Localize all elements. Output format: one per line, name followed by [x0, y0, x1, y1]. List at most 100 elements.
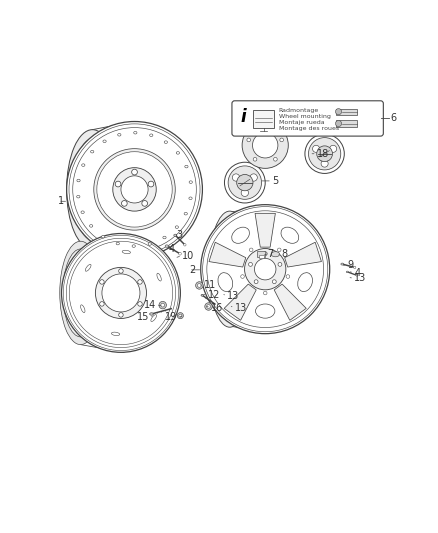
Ellipse shape	[185, 165, 188, 168]
Circle shape	[254, 259, 276, 280]
Circle shape	[97, 152, 172, 227]
Circle shape	[263, 126, 267, 130]
Circle shape	[198, 284, 201, 287]
Ellipse shape	[60, 241, 101, 345]
Circle shape	[241, 274, 244, 278]
Text: 16: 16	[211, 303, 223, 312]
Text: 19: 19	[166, 312, 178, 322]
Text: 9: 9	[347, 260, 353, 270]
Text: 13: 13	[354, 273, 367, 284]
Polygon shape	[255, 213, 276, 247]
Circle shape	[159, 302, 166, 309]
Circle shape	[201, 205, 330, 334]
Text: 12: 12	[208, 289, 220, 300]
FancyBboxPatch shape	[232, 101, 383, 136]
Circle shape	[263, 291, 267, 295]
Polygon shape	[285, 242, 321, 267]
Ellipse shape	[164, 141, 167, 143]
Circle shape	[280, 138, 283, 142]
Circle shape	[121, 200, 127, 206]
Ellipse shape	[148, 243, 152, 245]
Circle shape	[67, 122, 202, 257]
Circle shape	[241, 189, 248, 197]
Circle shape	[179, 314, 182, 317]
Circle shape	[184, 244, 186, 246]
Circle shape	[115, 181, 121, 187]
Circle shape	[308, 138, 341, 170]
Circle shape	[329, 146, 337, 152]
Ellipse shape	[150, 134, 153, 136]
Text: Montaje rueda: Montaje rueda	[279, 120, 325, 125]
Ellipse shape	[151, 314, 156, 321]
Circle shape	[253, 133, 278, 158]
Circle shape	[232, 174, 240, 181]
Circle shape	[119, 313, 123, 317]
Circle shape	[67, 122, 202, 257]
Ellipse shape	[111, 332, 120, 336]
Ellipse shape	[66, 257, 95, 329]
Ellipse shape	[163, 236, 166, 239]
Ellipse shape	[165, 245, 169, 247]
Circle shape	[138, 280, 142, 284]
Circle shape	[95, 268, 146, 319]
Ellipse shape	[81, 305, 85, 313]
Text: 15: 15	[137, 312, 149, 322]
Ellipse shape	[72, 277, 84, 283]
Circle shape	[102, 274, 140, 312]
Ellipse shape	[176, 151, 180, 154]
Circle shape	[100, 302, 104, 306]
Circle shape	[313, 146, 320, 152]
Circle shape	[148, 181, 154, 187]
Circle shape	[336, 120, 342, 127]
Circle shape	[61, 233, 180, 352]
Ellipse shape	[150, 313, 153, 315]
Circle shape	[321, 160, 328, 167]
Text: 8: 8	[282, 249, 288, 259]
Text: 6: 6	[390, 114, 396, 124]
Circle shape	[177, 313, 184, 319]
Ellipse shape	[118, 133, 121, 136]
Circle shape	[244, 248, 286, 290]
Ellipse shape	[281, 227, 299, 244]
Circle shape	[336, 109, 342, 115]
Circle shape	[305, 134, 344, 173]
Circle shape	[142, 200, 148, 206]
Ellipse shape	[89, 224, 93, 227]
Ellipse shape	[134, 132, 137, 134]
Circle shape	[248, 262, 252, 266]
Text: 18: 18	[317, 149, 329, 159]
Ellipse shape	[271, 252, 279, 257]
Polygon shape	[274, 284, 306, 320]
Ellipse shape	[184, 212, 187, 215]
Ellipse shape	[201, 294, 204, 296]
Circle shape	[278, 262, 282, 266]
Ellipse shape	[73, 139, 112, 240]
Text: Montage des roues: Montage des roues	[279, 126, 339, 131]
Ellipse shape	[255, 304, 275, 318]
Ellipse shape	[175, 226, 178, 229]
Ellipse shape	[77, 270, 88, 276]
Ellipse shape	[91, 150, 94, 153]
Polygon shape	[224, 284, 256, 320]
Circle shape	[356, 274, 358, 276]
Circle shape	[100, 280, 104, 284]
Circle shape	[247, 138, 251, 142]
Ellipse shape	[63, 249, 98, 337]
Text: 5: 5	[272, 176, 278, 186]
Text: 7: 7	[267, 249, 273, 259]
Ellipse shape	[85, 264, 91, 271]
Text: 13: 13	[235, 303, 247, 312]
Bar	[259, 255, 264, 259]
Ellipse shape	[189, 197, 192, 199]
Ellipse shape	[216, 223, 243, 316]
Circle shape	[138, 302, 142, 306]
Ellipse shape	[218, 273, 233, 292]
Bar	[257, 251, 265, 256]
Circle shape	[353, 266, 356, 269]
Ellipse shape	[209, 211, 251, 327]
Ellipse shape	[341, 263, 344, 265]
Circle shape	[254, 280, 258, 284]
Bar	[336, 120, 357, 127]
Circle shape	[263, 252, 267, 256]
Ellipse shape	[74, 264, 85, 271]
